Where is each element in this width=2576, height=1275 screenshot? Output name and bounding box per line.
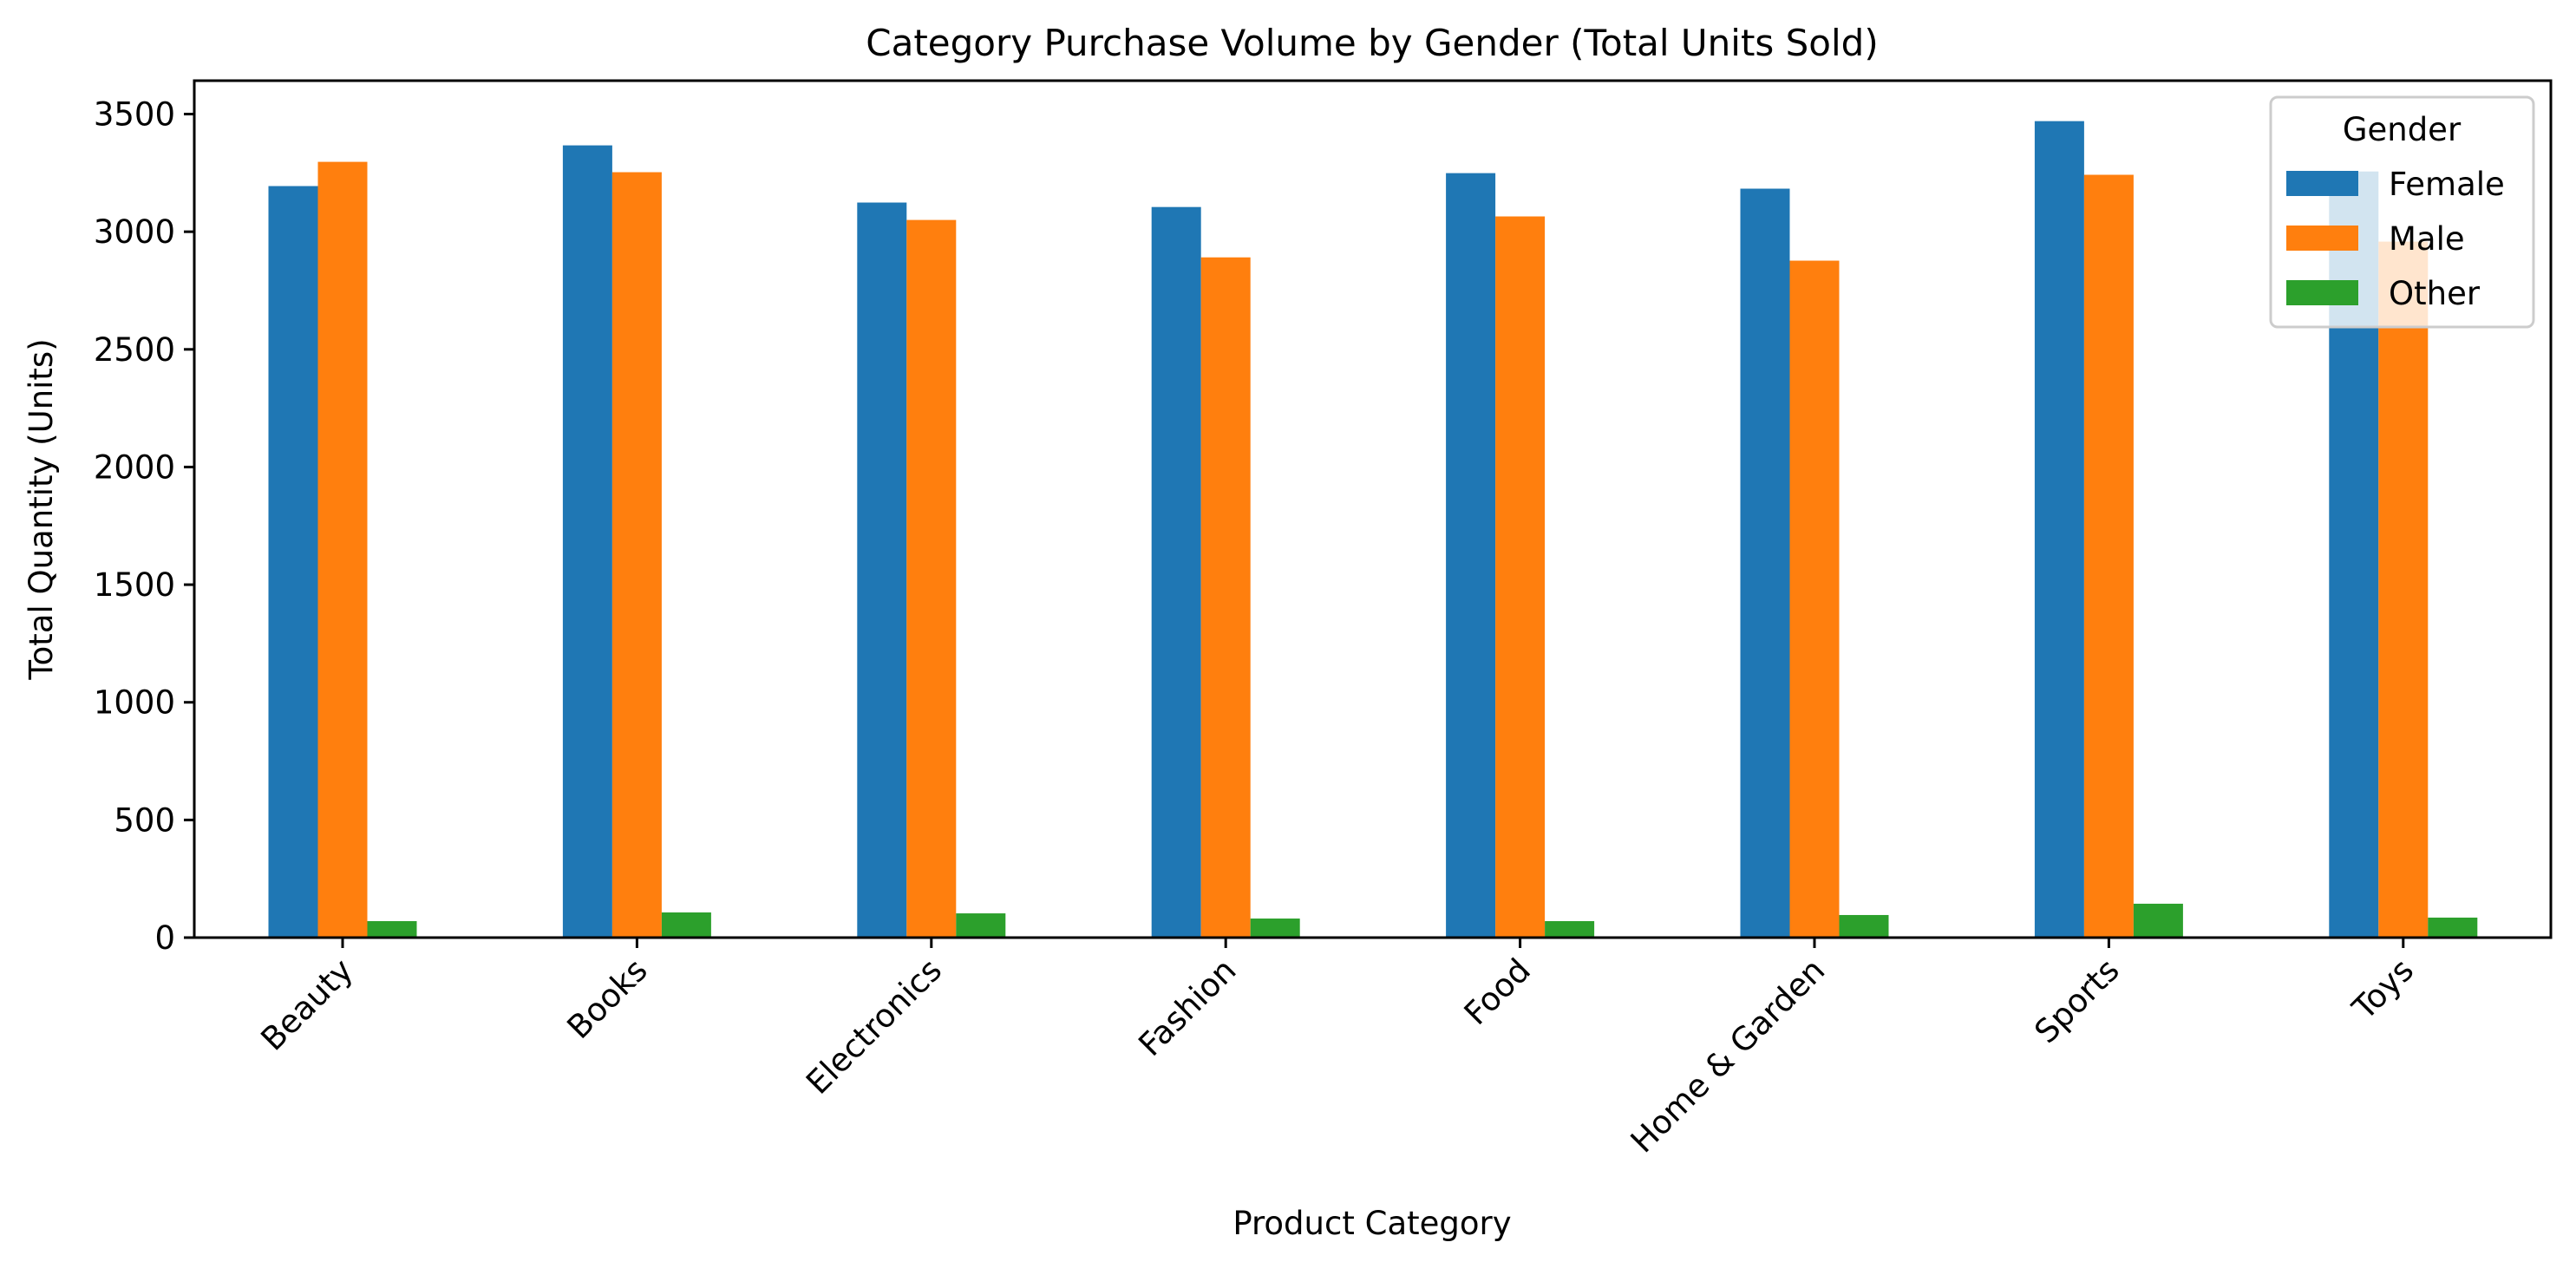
- legend-title: Gender: [2343, 111, 2462, 148]
- legend-label-female: Female: [2389, 166, 2505, 203]
- x-tick-label: Toys: [2344, 951, 2421, 1028]
- bar-other: [1839, 914, 1889, 938]
- y-axis-label: Total Quantity (Units): [23, 338, 60, 680]
- bar-male: [317, 161, 368, 938]
- y-tick-label: 3000: [94, 213, 175, 251]
- bar-male: [1200, 257, 1251, 938]
- legend-label-male: Male: [2389, 220, 2465, 258]
- y-tick-label: 1500: [94, 566, 175, 604]
- y-axis: 0 500 1000 1500 2000 2500 3000 3500: [94, 96, 194, 957]
- bar-group: [562, 145, 711, 938]
- bar-other: [661, 912, 711, 938]
- bar-other: [1545, 921, 1595, 938]
- x-tick-label: Home & Garden: [1624, 951, 1833, 1161]
- bar-other: [2133, 903, 2183, 938]
- x-tick-label: Fashion: [1131, 951, 1243, 1063]
- y-tick-label: 2500: [94, 331, 175, 369]
- bar-group: [1151, 206, 1300, 938]
- bar-other: [367, 921, 417, 938]
- bar-female: [1446, 173, 1496, 938]
- bar-male: [2083, 174, 2134, 938]
- bar-female: [1740, 188, 1790, 938]
- bar-group: [857, 202, 1006, 938]
- bar-female: [857, 202, 907, 938]
- x-tick-label: Electronics: [799, 951, 949, 1102]
- x-tick-label: Food: [1457, 951, 1538, 1032]
- bar-other: [956, 913, 1006, 938]
- legend-label-other: Other: [2389, 275, 2481, 312]
- bar-female: [562, 145, 612, 938]
- bar-other: [2428, 917, 2478, 938]
- x-tick-label: Beauty: [254, 951, 361, 1058]
- bar-male: [2378, 241, 2429, 938]
- x-tick-label: Sports: [2027, 951, 2126, 1050]
- x-axis-label: Product Category: [1232, 1205, 1511, 1242]
- bar-male: [611, 172, 662, 938]
- bars-layer: [268, 121, 2478, 938]
- bar-male: [1495, 216, 1546, 938]
- y-tick-label: 1000: [94, 684, 175, 722]
- legend: Gender Female Male Other: [2269, 95, 2535, 329]
- bar-group: [2034, 121, 2183, 938]
- y-tick-label: 3500: [94, 96, 175, 134]
- x-axis: Beauty Books Electronics Fashion Food Home & …: [254, 938, 2421, 1161]
- bar-group: [1446, 173, 1595, 938]
- plot-frame: [193, 79, 2553, 939]
- bar-male: [906, 219, 957, 938]
- bar-other: [1250, 919, 1300, 938]
- y-tick-label: 0: [154, 919, 175, 957]
- bar-female: [268, 186, 318, 938]
- legend-box: [2269, 95, 2535, 329]
- y-tick-label: 500: [114, 801, 175, 839]
- legend-swatch-other: [2286, 280, 2358, 305]
- bar-group: [1740, 188, 1889, 938]
- legend-swatch-male: [2286, 226, 2358, 251]
- chart-title: Category Purchase Volume by Gender (Tota…: [866, 22, 1878, 64]
- bar-group: [268, 161, 417, 938]
- bar-female: [2034, 121, 2084, 938]
- legend-swatch-female: [2286, 171, 2358, 196]
- y-tick-label: 2000: [94, 448, 175, 486]
- bar-female: [1151, 206, 1201, 938]
- x-tick-label: Books: [560, 951, 655, 1046]
- bar-male: [1789, 260, 1840, 938]
